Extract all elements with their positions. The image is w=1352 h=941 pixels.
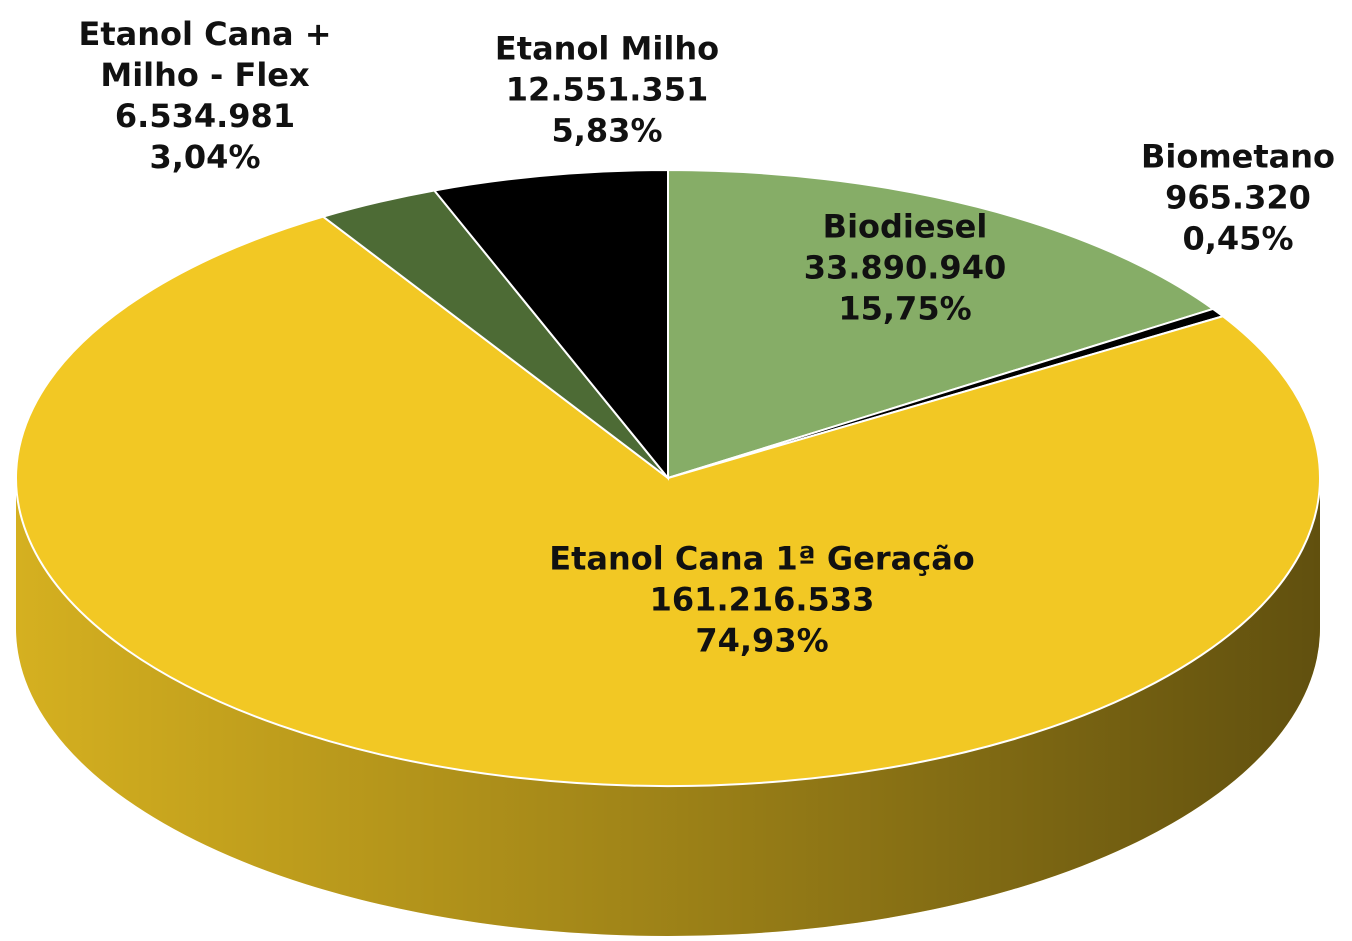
pie-side-shade — [16, 478, 1320, 936]
percent-label: 5,83% — [551, 111, 663, 150]
category-label: Etanol Cana + Milho - Flex — [78, 15, 332, 94]
value-label: 33.890.940 — [803, 248, 1007, 287]
category-label: Biodiesel — [822, 207, 988, 246]
category-label: Etanol Milho — [494, 29, 720, 68]
value-label: 12.551.351 — [505, 70, 709, 109]
percent-label: 15,75% — [838, 289, 972, 328]
category-label: Etanol Cana 1ª Geração — [549, 539, 975, 578]
data-label: Biodiesel 33.890.940 15,75% — [705, 207, 1105, 330]
pie-slice — [432, 168, 669, 481]
category-label: Biometano — [1140, 137, 1336, 176]
value-label: 6.534.981 — [114, 97, 296, 135]
data-label: Etanol Milho 12.551.351 5,83% — [407, 29, 807, 152]
data-label: Biometano 965.320 0,45% — [1088, 137, 1352, 260]
value-label: 161.216.533 — [649, 580, 875, 619]
percent-label: 74,93% — [695, 621, 829, 660]
value-label: 965.320 — [1165, 178, 1311, 217]
data-label: Etanol Cana 1ª Geração 161.216.533 74,93% — [462, 539, 1062, 662]
data-label: Etanol Cana + Milho - Flex 6.534.981 3,04% — [60, 14, 350, 178]
pie-slice — [667, 168, 1216, 480]
percent-label: 3,04% — [149, 138, 261, 176]
percent-label: 0,45% — [1182, 219, 1294, 258]
pie-slice — [15, 215, 1321, 787]
